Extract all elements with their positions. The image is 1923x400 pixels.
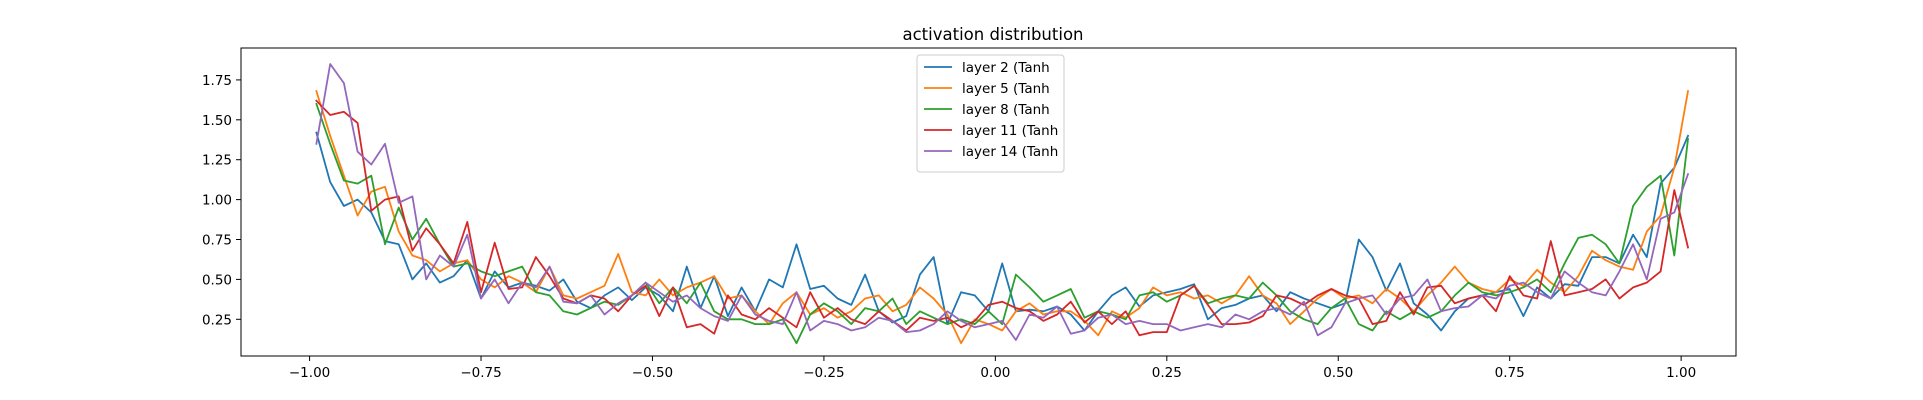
legend-entry-2: layer 5 (Tanh <box>962 81 1050 97</box>
y-tick-label: 1.00 <box>202 193 232 209</box>
legend-entry-3: layer 8 (Tanh <box>962 102 1050 118</box>
x-tick-label: 0.50 <box>1323 365 1353 381</box>
y-tick-label: 0.25 <box>202 312 232 328</box>
legend-box <box>916 54 1065 173</box>
x-tick-label: −0.75 <box>460 365 501 381</box>
x-tick-label: 0.25 <box>1152 365 1182 381</box>
series-line-3 <box>315 102 1689 345</box>
legend-entry-4: layer 11 (Tanh <box>962 123 1058 139</box>
legend-entry-5: layer 14 (Tanh <box>962 144 1058 160</box>
x-tick-label: −0.50 <box>632 365 673 381</box>
chart-title: activation distribution <box>903 25 1084 44</box>
y-tick-label: 0.50 <box>202 272 232 288</box>
y-tick-label: 1.50 <box>202 113 232 129</box>
y-tick-label: 1.25 <box>202 153 232 169</box>
x-tick-label: 1.00 <box>1666 365 1696 381</box>
y-tick-label: 1.75 <box>202 73 232 89</box>
x-tick-label: −0.25 <box>803 365 844 381</box>
x-axis: −1.00 −0.75 −0.50 −0.25 0.00 0.25 0.50 0.75 1.00 <box>289 356 1696 381</box>
plot-frame <box>240 47 1737 357</box>
series-line-4 <box>315 99 1690 337</box>
plot-series-group <box>315 63 1690 345</box>
legend: layer 2 (Tanh layer 5 (Tanh layer 8 (Tanh l… <box>916 54 1065 173</box>
x-tick-label: −1.00 <box>289 365 330 381</box>
x-tick-label: 0.75 <box>1495 365 1525 381</box>
x-tick-label: 0.00 <box>980 365 1010 381</box>
y-tick-label: 0.75 <box>202 233 232 249</box>
series-line-5 <box>315 63 1690 341</box>
y-axis: 0.25 0.50 0.75 1.00 1.25 1.50 1.75 <box>202 73 241 328</box>
legend-entry-1: layer 2 (Tanh <box>962 60 1050 76</box>
